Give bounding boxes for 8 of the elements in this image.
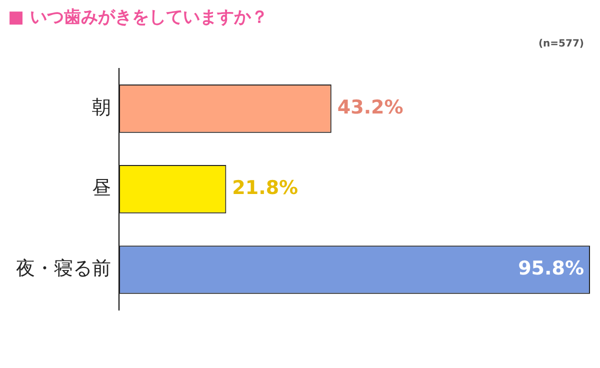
data-label: 21.8% (232, 177, 298, 200)
y-tick-label: 朝 (92, 96, 111, 119)
text: (n=577) (538, 38, 584, 50)
y-tick-label: 昼 (92, 177, 111, 200)
chart-title: ■ いつ歯みがきをしていますか？ (8, 8, 268, 28)
y-tick-label: 夜・寝る前 (16, 258, 111, 280)
data-label: 43.2% (337, 96, 404, 119)
data-label: 95.8% (518, 258, 584, 280)
